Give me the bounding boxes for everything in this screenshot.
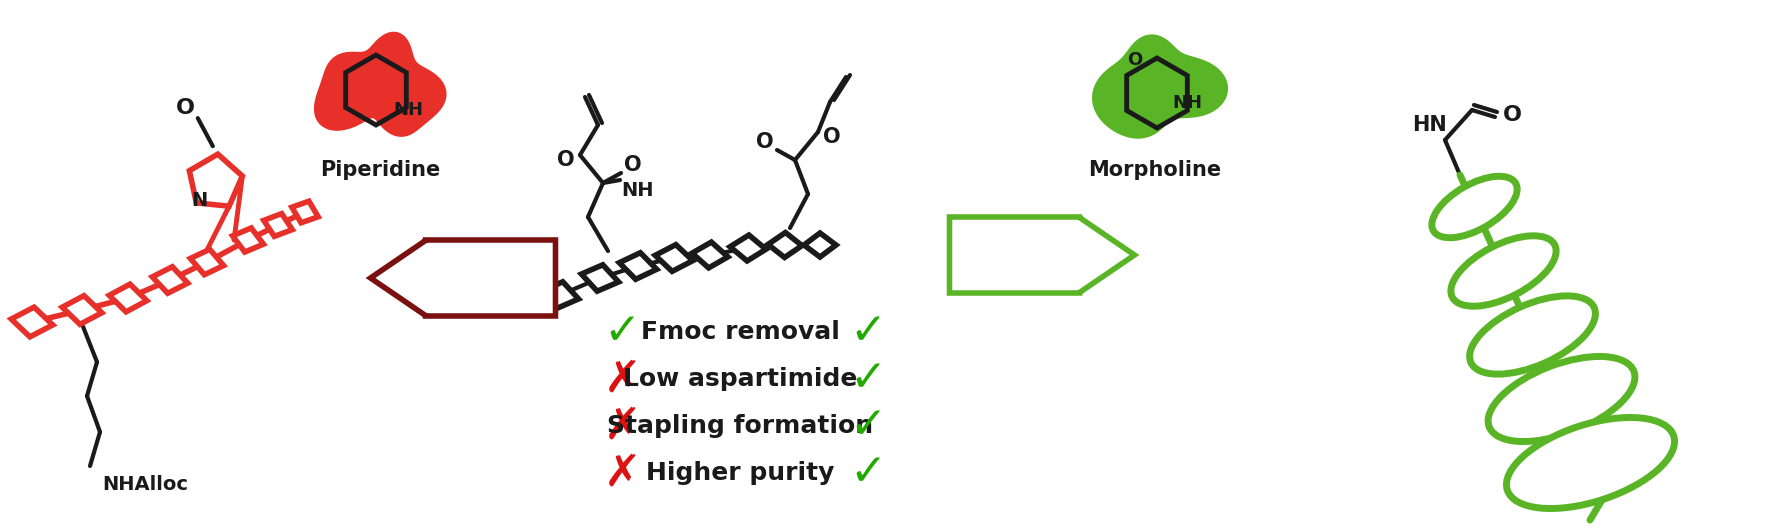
Ellipse shape xyxy=(1450,236,1557,306)
Polygon shape xyxy=(804,233,836,257)
Text: ✓: ✓ xyxy=(604,311,641,354)
Text: Fmoc removal: Fmoc removal xyxy=(641,320,839,344)
Text: O: O xyxy=(824,127,841,147)
Text: O: O xyxy=(1128,51,1142,69)
Polygon shape xyxy=(292,201,319,223)
Text: O: O xyxy=(177,98,195,118)
Ellipse shape xyxy=(1431,176,1518,238)
Polygon shape xyxy=(620,253,657,279)
Ellipse shape xyxy=(1488,357,1635,441)
Text: ✗: ✗ xyxy=(604,452,641,494)
Text: NH: NH xyxy=(1172,94,1203,112)
Polygon shape xyxy=(655,245,692,271)
Ellipse shape xyxy=(1470,296,1596,374)
Text: ✓: ✓ xyxy=(850,452,887,494)
Text: NH: NH xyxy=(622,181,653,199)
Polygon shape xyxy=(315,33,445,136)
Polygon shape xyxy=(581,265,618,291)
Text: Higher purity: Higher purity xyxy=(646,461,834,485)
Text: NH: NH xyxy=(393,101,423,119)
Polygon shape xyxy=(542,282,579,308)
Text: Stapling formation: Stapling formation xyxy=(607,414,873,438)
Polygon shape xyxy=(692,242,728,268)
Polygon shape xyxy=(232,228,264,252)
Text: ✓: ✓ xyxy=(850,311,887,354)
Text: NHAlloc: NHAlloc xyxy=(103,474,188,493)
Polygon shape xyxy=(189,249,223,275)
Polygon shape xyxy=(11,307,53,337)
Polygon shape xyxy=(949,217,1135,293)
Text: ✗: ✗ xyxy=(604,358,641,401)
Polygon shape xyxy=(110,284,147,312)
Text: N: N xyxy=(191,191,207,210)
Polygon shape xyxy=(370,240,556,316)
Ellipse shape xyxy=(1507,418,1675,508)
Polygon shape xyxy=(1093,36,1227,137)
Polygon shape xyxy=(62,296,101,324)
Text: O: O xyxy=(756,132,774,152)
Text: O: O xyxy=(623,155,641,175)
Polygon shape xyxy=(189,154,243,206)
Polygon shape xyxy=(152,267,188,293)
Text: ✓: ✓ xyxy=(850,404,887,447)
Text: Low aspartimide: Low aspartimide xyxy=(623,367,857,391)
Text: HN: HN xyxy=(1413,115,1447,135)
Polygon shape xyxy=(264,214,292,236)
Text: O: O xyxy=(1502,105,1521,125)
Polygon shape xyxy=(769,233,802,258)
Text: ✓: ✓ xyxy=(850,358,887,401)
Text: O: O xyxy=(558,150,576,170)
Text: Piperidine: Piperidine xyxy=(321,160,441,180)
Text: Morpholine: Morpholine xyxy=(1089,160,1222,180)
Text: ✗: ✗ xyxy=(604,404,641,447)
Polygon shape xyxy=(730,235,765,261)
